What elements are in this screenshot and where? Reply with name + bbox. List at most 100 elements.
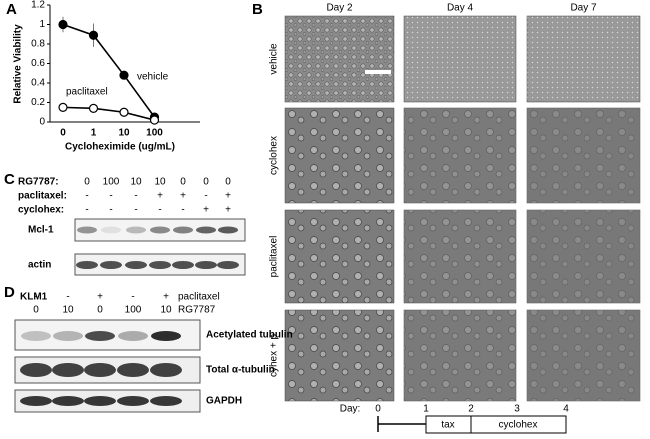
cell: 0 — [84, 177, 90, 188]
micrograph — [284, 209, 395, 304]
y-tick-label: 1 — [39, 19, 45, 30]
cell: 10 — [160, 305, 172, 316]
band — [151, 331, 181, 341]
blot-label: GAPDH — [206, 396, 242, 407]
timeline-day: 1 — [423, 404, 429, 415]
row-label: cyhex + p — [269, 334, 280, 378]
band — [76, 261, 98, 269]
y-tick-label: 0.4 — [31, 78, 45, 89]
cell: + — [225, 191, 231, 202]
cell: - — [181, 205, 184, 216]
band — [217, 261, 239, 269]
band — [150, 226, 170, 234]
band — [52, 396, 84, 406]
row-label: cyclohex — [269, 136, 280, 175]
band — [172, 261, 194, 269]
timeline-box-label: cyclohex — [499, 420, 538, 431]
micrograph — [284, 15, 395, 103]
cell: + — [203, 205, 209, 216]
timeline-day: 2 — [468, 404, 474, 415]
point — [119, 107, 129, 117]
cell: + — [180, 191, 186, 202]
band — [125, 261, 147, 269]
series-label: paclitaxel — [66, 87, 108, 98]
micrograph-shade — [404, 108, 516, 203]
band — [100, 261, 122, 269]
row-label: paclitaxel — [178, 292, 220, 303]
cell-line: KLM1 — [20, 292, 48, 303]
blot-label: Total α-tubulin — [206, 365, 275, 376]
cell: 10 — [154, 177, 166, 188]
panel-letter: C — [4, 171, 15, 188]
x-axis-label: Cycloheximide (ug/mL) — [65, 142, 175, 153]
y-tick-label: 0.8 — [31, 39, 45, 50]
x-tick-label: 100 — [146, 128, 163, 139]
series-line — [62, 106, 155, 121]
band — [20, 363, 52, 377]
point — [58, 102, 68, 112]
cell: + — [225, 205, 231, 216]
y-tick-label: 0.2 — [31, 97, 45, 108]
row-label: paclitaxel — [269, 236, 280, 278]
cell: + — [157, 191, 163, 202]
panel-letter: B — [252, 1, 263, 18]
band — [84, 396, 116, 406]
band — [126, 226, 146, 234]
cell: 0 — [33, 305, 39, 316]
band — [173, 226, 193, 234]
band — [117, 363, 149, 377]
micrograph-shade — [404, 210, 516, 303]
cell: 0 — [203, 177, 209, 188]
x-tick-label: 1 — [91, 128, 97, 139]
band — [196, 226, 216, 234]
band — [101, 226, 121, 234]
timeline-box-label: tax — [441, 420, 454, 431]
cell: 100 — [103, 177, 120, 188]
cell: - — [66, 292, 69, 303]
micrograph-shade — [527, 310, 640, 401]
row-label: vehicle — [269, 43, 280, 75]
column-header: Day 7 — [570, 3, 597, 14]
x-tick-label: 10 — [118, 128, 130, 139]
cell: - — [109, 191, 112, 202]
y-tick-label: 1.2 — [31, 0, 45, 11]
blot-label: actin — [28, 260, 51, 271]
cell: - — [134, 191, 137, 202]
panel-letter: A — [6, 1, 17, 18]
micrograph — [284, 309, 395, 402]
micrograph — [403, 15, 517, 103]
cell: - — [85, 191, 88, 202]
timeline-prefix: Day: — [340, 404, 361, 415]
row-label: paclitaxel: — [18, 191, 67, 202]
band — [150, 396, 182, 406]
band — [117, 396, 149, 406]
point — [149, 115, 160, 125]
scale-bar — [365, 70, 391, 74]
micrograph-shade — [404, 310, 516, 401]
row-label: RG7787: — [18, 177, 59, 188]
timeline-day: 0 — [375, 404, 381, 415]
timeline-day: 4 — [563, 404, 569, 415]
cell: + — [163, 292, 169, 303]
band — [195, 261, 217, 269]
timeline-day: 3 — [514, 404, 520, 415]
x-tick-label: 0 — [60, 128, 66, 139]
series-label: vehicle — [137, 72, 169, 83]
cell: 0 — [97, 305, 103, 316]
row-label: RG7787 — [178, 305, 216, 316]
panel-letter: D — [4, 284, 15, 301]
cell: - — [34, 292, 37, 303]
band — [53, 331, 83, 341]
band — [21, 331, 51, 341]
band — [118, 331, 148, 341]
column-header: Day 4 — [447, 3, 474, 14]
timeline-box — [470, 415, 567, 434]
cell: - — [134, 205, 137, 216]
band — [84, 363, 116, 377]
cell: - — [158, 205, 161, 216]
point — [88, 103, 99, 113]
blot-label: Mcl-1 — [28, 225, 54, 236]
blot-label: Acetylated tubulin — [206, 330, 293, 341]
y-tick-label: 0.6 — [31, 58, 45, 69]
